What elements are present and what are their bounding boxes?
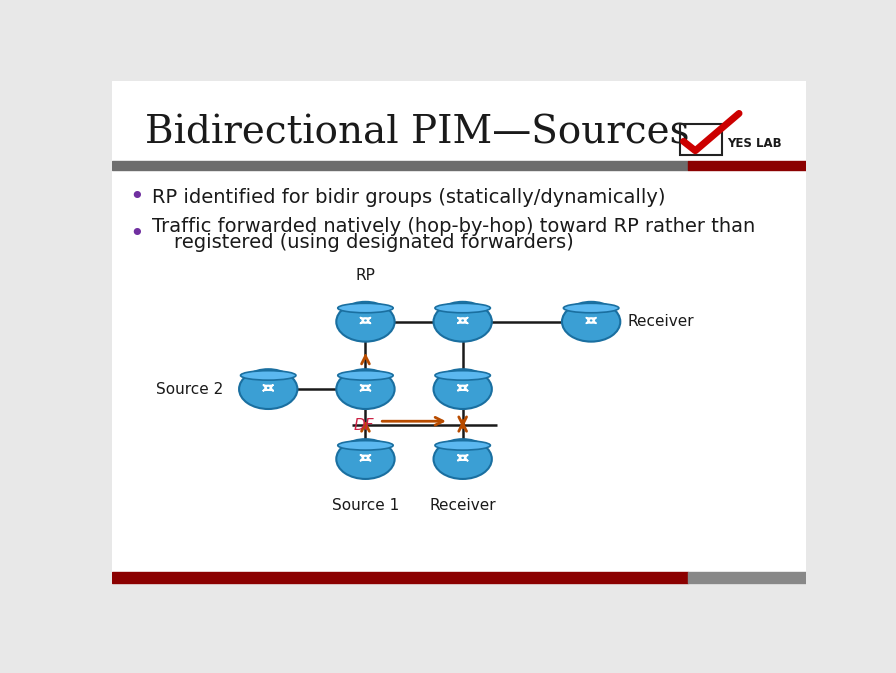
Text: Bidirectional PIM—Sources: Bidirectional PIM—Sources: [145, 114, 690, 151]
Ellipse shape: [434, 369, 492, 409]
Bar: [688, 572, 806, 583]
Text: Traffic forwarded natively (hop-by-hop) toward RP rather than: Traffic forwarded natively (hop-by-hop) …: [152, 217, 755, 236]
Ellipse shape: [338, 441, 393, 450]
Ellipse shape: [564, 304, 619, 313]
Text: Receiver: Receiver: [429, 498, 496, 513]
Ellipse shape: [338, 371, 393, 380]
Text: YES LAB: YES LAB: [728, 137, 782, 150]
Bar: [688, 161, 806, 170]
Ellipse shape: [434, 302, 492, 342]
Text: Source 1: Source 1: [332, 498, 399, 513]
Bar: [112, 161, 688, 170]
Ellipse shape: [434, 439, 492, 479]
Ellipse shape: [435, 371, 490, 380]
Text: •: •: [129, 221, 144, 246]
Ellipse shape: [435, 441, 490, 450]
Text: Source 2: Source 2: [156, 382, 223, 396]
Ellipse shape: [338, 304, 393, 313]
Ellipse shape: [336, 302, 394, 342]
Text: RP identified for bidir groups (statically/dynamically): RP identified for bidir groups (statical…: [152, 188, 666, 207]
Text: RP: RP: [356, 268, 375, 283]
Ellipse shape: [562, 302, 620, 342]
Text: •: •: [129, 185, 144, 209]
Ellipse shape: [240, 371, 296, 380]
Bar: [680, 125, 721, 155]
Text: registered (using designated forwarders): registered (using designated forwarders): [175, 233, 574, 252]
Ellipse shape: [336, 439, 394, 479]
Ellipse shape: [435, 304, 490, 313]
Text: Receiver: Receiver: [627, 314, 694, 329]
Ellipse shape: [239, 369, 297, 409]
Ellipse shape: [336, 369, 394, 409]
Text: DF: DF: [354, 417, 375, 433]
Bar: [112, 572, 688, 583]
